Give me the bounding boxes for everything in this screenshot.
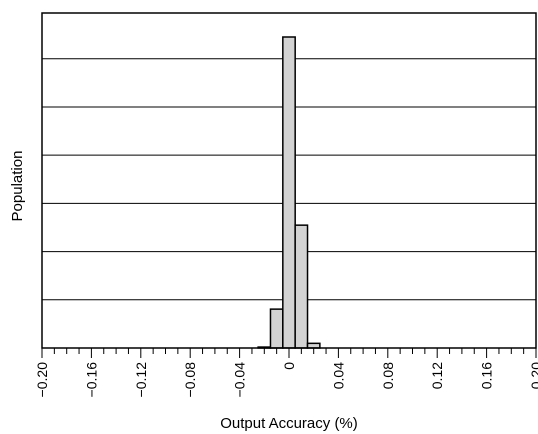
x-tick-label: 0.08	[380, 362, 396, 389]
x-axis-tick-labels: −0.20 −0.16 −0.12 −0.08 −0.04 0 0.04 0.08 0.12 0.…	[34, 362, 538, 398]
y-axis-label: Population	[9, 151, 26, 222]
histogram-bar-2	[282, 36, 296, 349]
x-tick-label: −0.16	[83, 362, 99, 398]
x-axis-ticks	[41, 348, 537, 358]
x-tick-label: −0.04	[232, 362, 248, 398]
x-tick-label: 0.16	[479, 362, 495, 389]
x-tick-label: −0.12	[133, 362, 149, 398]
x-tick-label: 0.12	[429, 362, 445, 389]
histogram-bar-3	[294, 224, 309, 349]
x-axis-label: Output Accuracy (%)	[220, 415, 358, 432]
x-tick-label: 0	[281, 362, 297, 370]
x-tick-label: 0.04	[330, 362, 346, 389]
x-tick-label: −0.20	[34, 362, 50, 398]
x-tick-label: −0.08	[182, 362, 198, 398]
x-tick-label: 0.20	[528, 362, 538, 389]
histogram-bar-1	[269, 308, 284, 349]
histogram-bars	[257, 36, 321, 349]
